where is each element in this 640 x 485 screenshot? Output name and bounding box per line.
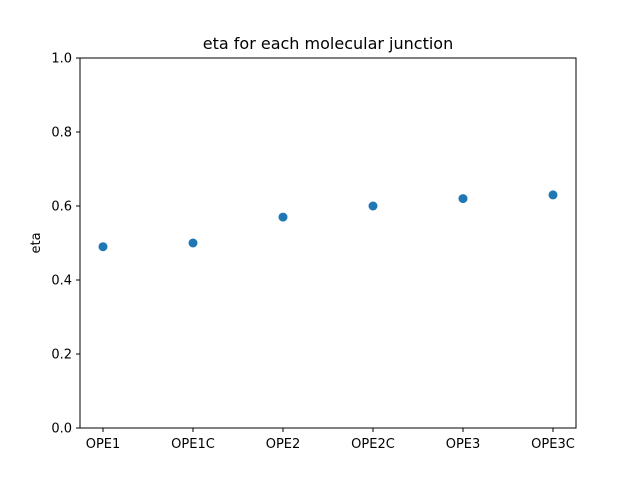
x-tick-label: OPE3C	[531, 437, 575, 452]
data-points	[98, 190, 558, 252]
data-point	[278, 212, 288, 222]
data-point	[548, 190, 558, 200]
y-tick-label: 0.2	[51, 348, 72, 363]
data-point	[98, 242, 108, 252]
data-point	[368, 201, 378, 211]
x-axis-ticks: OPE1 OPE1C OPE2 OPE2C OPE3 OPE3C	[86, 428, 575, 452]
y-axis-ticks: 0.0 0.2 0.4 0.6 0.8 1.0	[51, 52, 80, 437]
x-tick-label: OPE3	[446, 437, 481, 452]
x-tick-label: OPE2	[266, 437, 301, 452]
y-tick-label: 0.0	[51, 422, 72, 437]
y-tick-label: 0.8	[51, 126, 72, 141]
y-tick-label: 1.0	[51, 52, 72, 67]
y-axis-label: eta	[29, 232, 44, 253]
y-tick-label: 0.6	[51, 200, 72, 215]
plot-area	[80, 58, 576, 428]
plot-frame	[79, 57, 577, 429]
x-tick-label: OPE1C	[171, 437, 215, 452]
chart-title: eta for each molecular junction	[203, 34, 453, 53]
x-tick-label: OPE1	[86, 437, 121, 452]
data-point	[458, 194, 468, 204]
x-tick-label: OPE2C	[351, 437, 395, 452]
data-point	[188, 238, 198, 248]
y-tick-label: 0.4	[51, 274, 72, 289]
